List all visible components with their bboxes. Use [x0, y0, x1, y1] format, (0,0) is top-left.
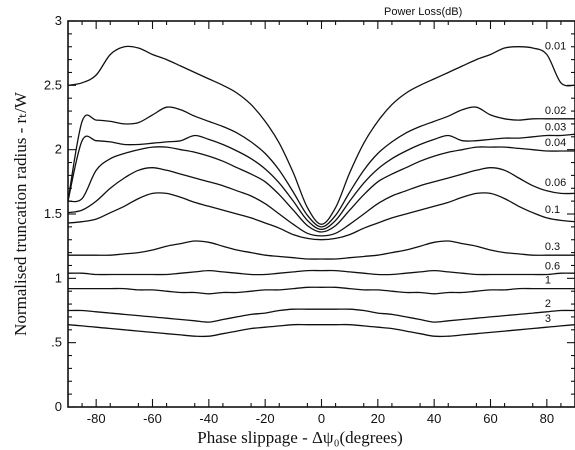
- series-label-0.06: 0.06: [545, 177, 566, 189]
- series-line-0.03: [67, 133, 575, 231]
- tick-group: -80 -60 -40 -20 0 20 40 60 80 0 .5 1 1.5 2 2.5 3: [44, 13, 575, 426]
- x-axis-title: Phase slippage - Δψ₀(degrees): [197, 428, 402, 447]
- series-label-3: 3: [545, 313, 551, 325]
- series-label-0.3: 0.3: [545, 241, 560, 253]
- y-tick-label: 1: [55, 270, 62, 285]
- series-line-0.01: [67, 45, 575, 225]
- series-line-0.1: [67, 192, 575, 241]
- series-label-0.1: 0.1: [545, 204, 560, 216]
- series-label-0.02: 0.02: [545, 105, 566, 117]
- series-label-0.01: 0.01: [545, 40, 566, 52]
- x-tick-label: 40: [427, 411, 441, 426]
- x-tick-label: -20: [256, 411, 275, 426]
- x-tick-label: 0: [318, 411, 325, 426]
- x-tick-label: 80: [540, 411, 554, 426]
- series-line-3: [67, 323, 575, 338]
- x-tick-label: -60: [143, 411, 162, 426]
- series-line-0.6: [67, 269, 575, 276]
- plot-frame: [67, 20, 575, 408]
- x-tick-label: 60: [483, 411, 497, 426]
- x-tick-label: -40: [199, 411, 218, 426]
- y-axis-title: Normalised truncation radius - rₜ/W: [11, 91, 30, 336]
- y-tick-label: 3: [55, 13, 62, 28]
- series-line-0.04: [67, 146, 575, 233]
- y-tick-label: 2: [55, 142, 62, 157]
- series-line-0.3: [67, 240, 575, 260]
- series-label-0.03: 0.03: [545, 122, 566, 134]
- curve-group: [67, 45, 575, 338]
- y-tick-label: 2.5: [44, 77, 62, 92]
- series-label-0.6: 0.6: [545, 260, 560, 272]
- legend-title: Power Loss(dB): [384, 6, 462, 18]
- series-label-1: 1: [545, 275, 551, 287]
- series-label-2: 2: [545, 298, 551, 310]
- y-tick-label: .5: [51, 335, 62, 350]
- series-line-2: [67, 308, 575, 323]
- series-line-0.02: [67, 106, 575, 228]
- series-line-0.06: [67, 167, 575, 237]
- series-line-1: [67, 286, 575, 295]
- y-tick-label: 0: [55, 399, 62, 414]
- curve-label-group: 0.01 0.02 0.03 0.04 0.06 0.1 0.3 0.6 1 2 3: [545, 40, 566, 325]
- x-tick-label: 20: [371, 411, 385, 426]
- x-tick-label: -80: [87, 411, 106, 426]
- y-tick-label: 1.5: [44, 206, 62, 221]
- series-label-0.04: 0.04: [545, 137, 566, 149]
